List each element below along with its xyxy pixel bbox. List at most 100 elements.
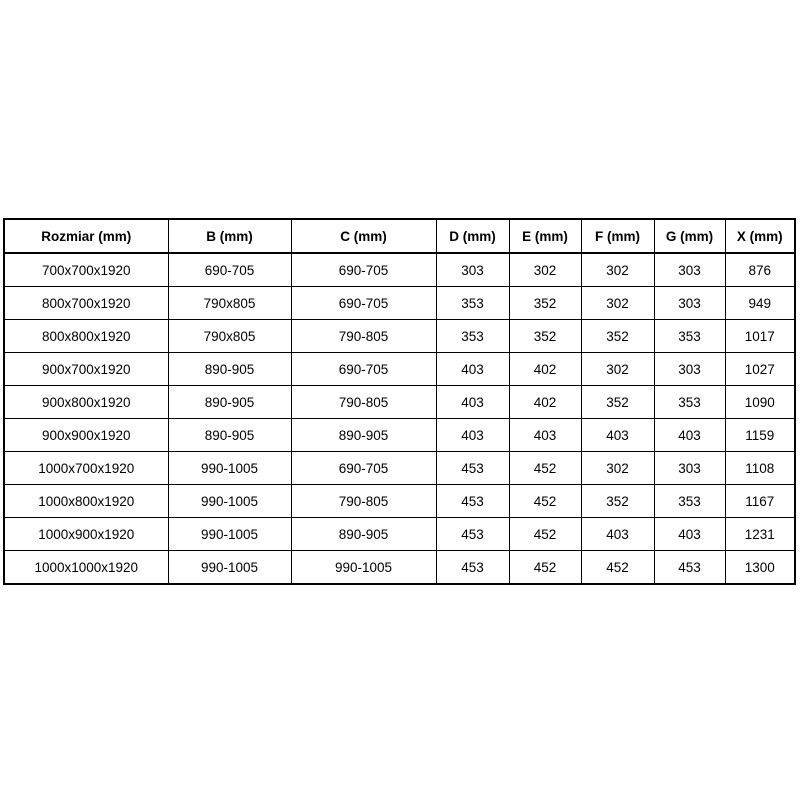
table-cell: 890-905 <box>167 418 292 452</box>
table-cell: 890-905 <box>290 418 437 452</box>
table-cell: 303 <box>435 252 510 287</box>
table-cell: 1300 <box>724 550 796 585</box>
table-cell: 452 <box>508 451 582 485</box>
column-header: C (mm) <box>290 218 437 254</box>
table-cell: 690-705 <box>290 252 437 287</box>
table-cell: 900x800x1920 <box>3 385 169 419</box>
table-cell: 352 <box>508 286 582 320</box>
table-cell: 353 <box>435 286 510 320</box>
table-cell: 352 <box>580 484 655 518</box>
table-cell: 302 <box>508 252 582 287</box>
column-header: X (mm) <box>724 218 796 254</box>
table-cell: 1231 <box>724 517 796 551</box>
table-cell: 402 <box>508 385 582 419</box>
table-cell: 990-1005 <box>167 451 292 485</box>
table-cell: 876 <box>724 252 796 287</box>
table-cell: 1108 <box>724 451 796 485</box>
table-cell: 353 <box>653 385 726 419</box>
table-cell: 790x805 <box>167 286 292 320</box>
table-cell: 890-905 <box>167 385 292 419</box>
table-cell: 800x800x1920 <box>3 319 169 353</box>
table-row: 900x900x1920 890-905 890-905 403 403 403 403 11… <box>3 418 796 452</box>
table-row: 700x700x1920 690-705 690-705 303 302 302 303 87… <box>3 252 796 287</box>
table-cell: 790-805 <box>290 385 437 419</box>
table-cell: 1000x700x1920 <box>3 451 169 485</box>
table-cell: 352 <box>508 319 582 353</box>
column-header: D (mm) <box>435 218 510 254</box>
table-cell: 303 <box>653 352 726 386</box>
table-cell: 403 <box>435 352 510 386</box>
table-cell: 1000x1000x1920 <box>3 550 169 585</box>
table-cell: 452 <box>580 550 655 585</box>
table-cell: 452 <box>508 517 582 551</box>
table-cell: 1167 <box>724 484 796 518</box>
table-cell: 302 <box>580 451 655 485</box>
table-row: 900x800x1920 890-905 790-805 403 402 352 353 10… <box>3 385 796 419</box>
table-cell: 949 <box>724 286 796 320</box>
table-cell: 403 <box>435 418 510 452</box>
table-cell: 403 <box>508 418 582 452</box>
table-cell: 453 <box>653 550 726 585</box>
table-cell: 690-705 <box>167 252 292 287</box>
dimensions-table: Rozmiar (mm) B (mm) C (mm) D (mm) E (mm) F (m… <box>3 218 796 585</box>
table-row: 800x700x1920 790x805 690-705 353 352 302 303 94… <box>3 286 796 320</box>
table-cell: 403 <box>435 385 510 419</box>
table-cell: 452 <box>508 550 582 585</box>
table-cell: 790-805 <box>290 319 437 353</box>
table-row: 800x800x1920 790x805 790-805 353 352 352 353 10… <box>3 319 796 353</box>
table-cell: 1000x900x1920 <box>3 517 169 551</box>
table-cell: 800x700x1920 <box>3 286 169 320</box>
table-cell: 303 <box>653 252 726 287</box>
table-cell: 353 <box>653 484 726 518</box>
table-cell: 453 <box>435 517 510 551</box>
table-cell: 890-905 <box>290 517 437 551</box>
table-cell: 403 <box>580 418 655 452</box>
table-cell: 302 <box>580 352 655 386</box>
table-row: 900x700x1920 890-905 690-705 403 402 302 303 10… <box>3 352 796 386</box>
table-cell: 700x700x1920 <box>3 252 169 287</box>
table-cell: 990-1005 <box>290 550 437 585</box>
table-cell: 352 <box>580 385 655 419</box>
table-cell: 453 <box>435 484 510 518</box>
table-cell: 790x805 <box>167 319 292 353</box>
table-body: 700x700x1920 690-705 690-705 303 302 302 303 87… <box>3 252 796 585</box>
table-cell: 302 <box>580 286 655 320</box>
table-cell: 353 <box>653 319 726 353</box>
column-header: Rozmiar (mm) <box>3 218 169 254</box>
table-cell: 990-1005 <box>167 517 292 551</box>
table-cell: 403 <box>580 517 655 551</box>
table-cell: 1017 <box>724 319 796 353</box>
table-cell: 1090 <box>724 385 796 419</box>
table-cell: 900x700x1920 <box>3 352 169 386</box>
table-cell: 1159 <box>724 418 796 452</box>
table-cell: 1000x800x1920 <box>3 484 169 518</box>
table-cell: 352 <box>580 319 655 353</box>
table-cell: 453 <box>435 451 510 485</box>
table-header: Rozmiar (mm) B (mm) C (mm) D (mm) E (mm) F (m… <box>3 218 796 254</box>
table-cell: 403 <box>653 418 726 452</box>
table-cell: 353 <box>435 319 510 353</box>
table-cell: 890-905 <box>167 352 292 386</box>
table-cell: 690-705 <box>290 352 437 386</box>
table-cell: 402 <box>508 352 582 386</box>
table-cell: 303 <box>653 286 726 320</box>
column-header: B (mm) <box>167 218 292 254</box>
header-row: Rozmiar (mm) B (mm) C (mm) D (mm) E (mm) F (m… <box>3 218 796 254</box>
table-cell: 302 <box>580 252 655 287</box>
column-header: G (mm) <box>653 218 726 254</box>
table-cell: 453 <box>435 550 510 585</box>
table-cell: 452 <box>508 484 582 518</box>
column-header: F (mm) <box>580 218 655 254</box>
column-header: E (mm) <box>508 218 582 254</box>
table-row: 1000x800x1920 990-1005 790-805 453 452 352 353… <box>3 484 796 518</box>
table-cell: 990-1005 <box>167 484 292 518</box>
table-cell: 790-805 <box>290 484 437 518</box>
table-cell: 690-705 <box>290 451 437 485</box>
table-cell: 900x900x1920 <box>3 418 169 452</box>
table-cell: 990-1005 <box>167 550 292 585</box>
table-cell: 690-705 <box>290 286 437 320</box>
table-cell: 1027 <box>724 352 796 386</box>
table-row: 1000x1000x1920 990-1005 990-1005 453 452 452 4… <box>3 550 796 585</box>
table-cell: 403 <box>653 517 726 551</box>
